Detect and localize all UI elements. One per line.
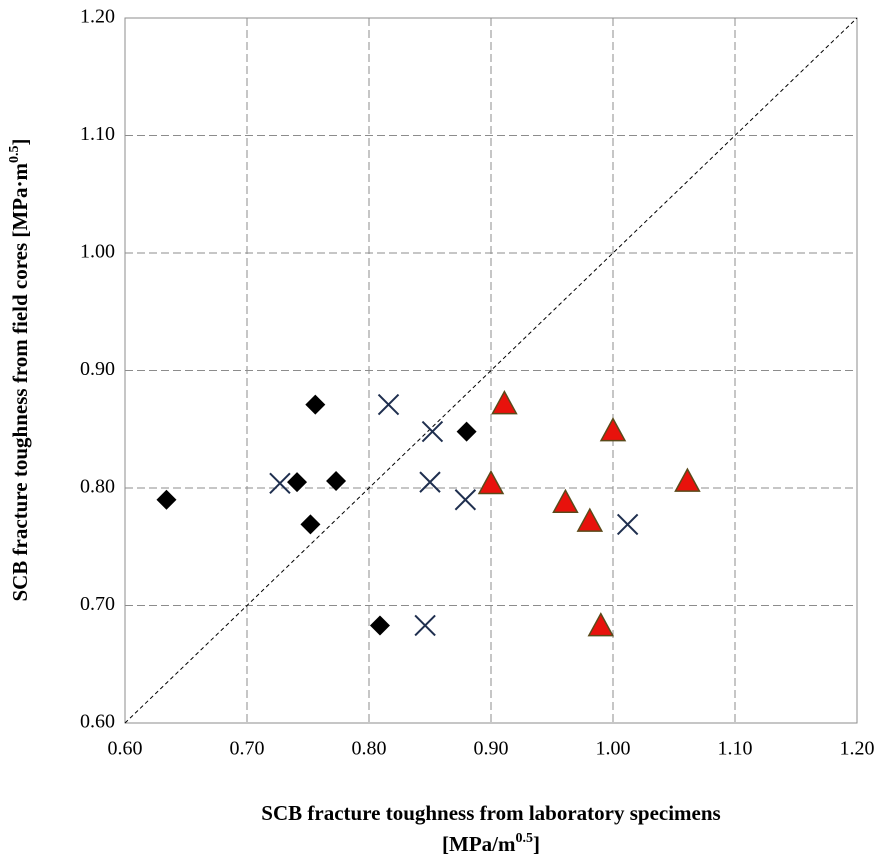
y-tick-label: 0.70	[80, 593, 115, 615]
point	[269, 472, 291, 495]
y-tick-label: 1.20	[80, 6, 115, 28]
x-unit-close: ]	[533, 832, 540, 856]
point	[305, 394, 326, 415]
point	[491, 390, 518, 415]
x-axis-label: SCB fracture toughness from laboratory s…	[261, 801, 720, 825]
x-unit-exponent: 0.5	[515, 831, 533, 846]
point	[326, 470, 347, 491]
point	[456, 421, 477, 442]
plot-border	[124, 17, 858, 724]
point	[454, 489, 477, 511]
x-tick-label: 0.70	[230, 738, 265, 760]
point	[156, 489, 177, 510]
point	[616, 513, 639, 536]
point	[674, 467, 701, 492]
y-axis-label: SCB fracture toughness from field cores …	[7, 138, 32, 601]
y-tick-label: 1.00	[80, 241, 115, 263]
y-tick-label: 0.60	[80, 711, 115, 733]
x-unit-text: [MPa/m	[442, 832, 516, 856]
point	[369, 615, 390, 636]
point	[576, 507, 604, 532]
y-label-close: ]	[8, 138, 32, 145]
x-tick-label: 1.10	[718, 738, 753, 760]
x-tick-label: 1.20	[840, 738, 875, 760]
y-label-text: SCB fracture toughness from field cores …	[8, 162, 32, 601]
x-tick-label: 0.60	[108, 738, 143, 760]
y-tick-label: 0.90	[80, 358, 115, 380]
point	[587, 612, 615, 637]
x-tick-label: 0.80	[352, 738, 387, 760]
x-tick-label: 1.00	[596, 738, 631, 760]
y-tick-label: 0.80	[80, 476, 115, 498]
point	[419, 471, 441, 493]
point	[300, 514, 321, 535]
point	[477, 469, 505, 495]
x-axis-unit: [MPa/m0.5]	[442, 831, 540, 856]
x-tick-label: 0.90	[474, 738, 509, 760]
point	[287, 472, 308, 493]
point	[377, 393, 400, 416]
point	[552, 488, 579, 514]
point	[421, 420, 444, 443]
point	[599, 417, 627, 442]
point	[414, 614, 436, 637]
y-tick-label: 1.10	[80, 123, 115, 145]
y-label-exponent: 0.5	[7, 145, 22, 163]
equality-line	[124, 17, 858, 724]
